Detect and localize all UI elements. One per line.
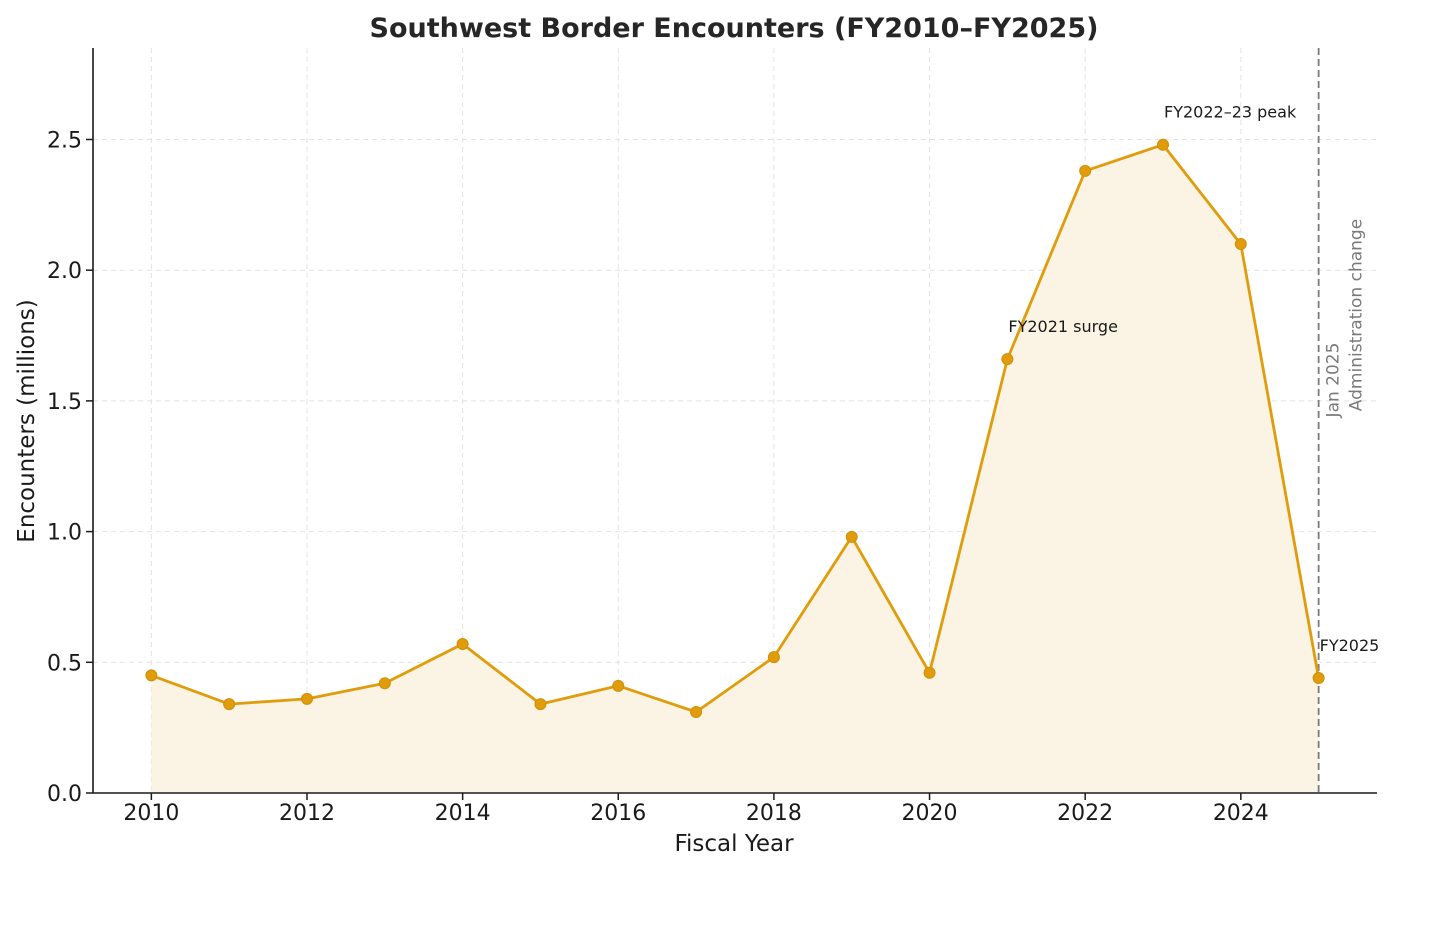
x-tick-label: 2024 — [1213, 801, 1269, 826]
data-point — [923, 666, 936, 679]
x-tick-label: 2014 — [435, 801, 491, 826]
data-point — [145, 669, 158, 682]
x-axis-label: Fiscal Year — [674, 831, 794, 857]
vline-label-line2: Administration change — [1347, 219, 1367, 411]
data-point — [223, 698, 236, 711]
x-tick-label: 2016 — [590, 801, 646, 826]
data-point — [1312, 671, 1325, 684]
y-tick-label: 2.5 — [47, 128, 82, 153]
y-ticks: 0.0 0.5 1.0 1.5 2.0 2.5 — [47, 128, 93, 807]
area-fill — [151, 144, 1319, 793]
y-tick-label: 0.0 — [47, 782, 82, 807]
x-tick-label: 2018 — [746, 801, 802, 826]
y-tick-label: 0.5 — [47, 651, 82, 676]
x-tick-label: 2010 — [123, 801, 179, 826]
y-tick-label: 1.0 — [47, 521, 82, 546]
data-point — [301, 692, 313, 705]
data-point — [845, 530, 858, 543]
admin-change-marker: Jan 2025 Administration change — [1317, 48, 1367, 793]
y-tick-label: 1.5 — [47, 390, 82, 415]
data-points — [145, 138, 1325, 718]
x-tick-label: 2020 — [902, 801, 958, 826]
data-point — [612, 679, 625, 692]
y-axis-label: Encounters (millions) — [14, 299, 40, 542]
annotation-label: FY2025 — [1320, 636, 1380, 655]
data-point — [456, 638, 469, 650]
x-tick-label: 2012 — [279, 801, 335, 826]
data-point — [1234, 238, 1247, 251]
x-tick-label: 2022 — [1057, 801, 1113, 826]
data-point — [1079, 164, 1092, 177]
data-point — [534, 698, 547, 711]
series-line — [150, 143, 1320, 714]
data-point — [1157, 138, 1169, 151]
data-point — [1001, 353, 1014, 366]
chart-title: Southwest Border Encounters (FY2010–FY20… — [370, 13, 1099, 44]
data-point — [378, 677, 391, 690]
annotation-label: FY2022–23 peak — [1164, 103, 1297, 122]
y-tick-label: 2.0 — [47, 259, 82, 284]
data-point — [767, 651, 780, 664]
annotation-label: FY2021 surge — [1008, 317, 1118, 336]
vline-label-line1: Jan 2025 — [1324, 343, 1344, 419]
data-point — [690, 705, 703, 718]
x-ticks: 2010 2012 2014 2016 2018 2020 2022 2024 — [123, 793, 1269, 826]
annotations: FY2021 surge FY2022–23 peak FY2025 — [1008, 103, 1379, 655]
